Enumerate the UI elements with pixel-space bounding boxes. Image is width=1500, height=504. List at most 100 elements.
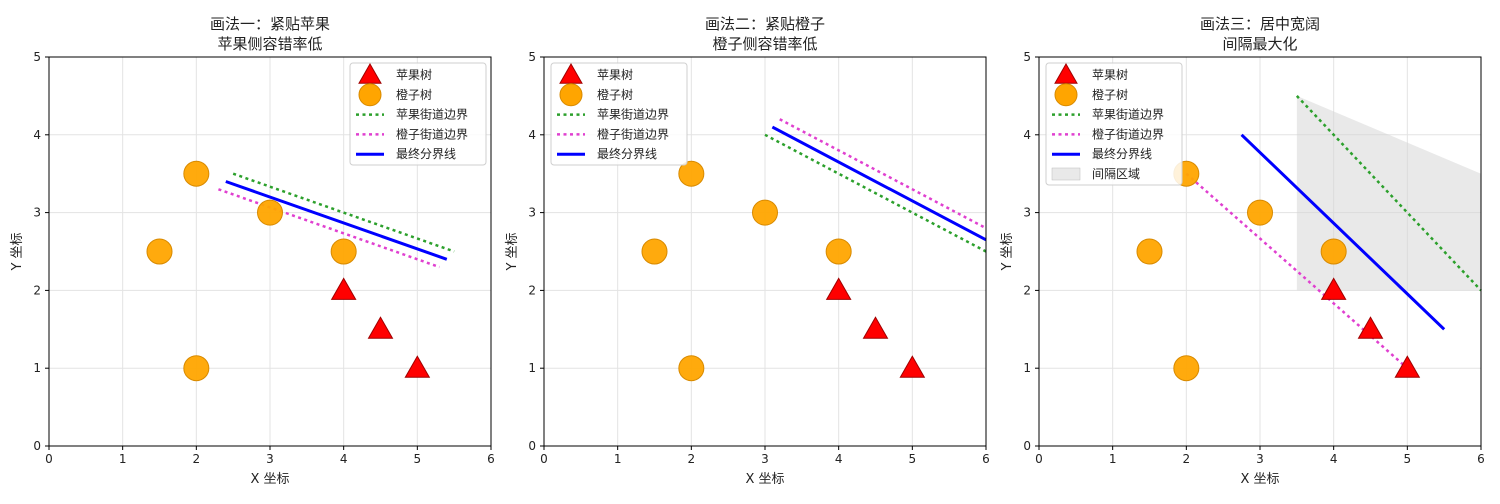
orange-tree-marker: [825, 238, 852, 265]
y-tick-label: 1: [528, 361, 536, 375]
apple-tree-marker: [1357, 316, 1384, 339]
legend-label: 苹果街道边界: [396, 108, 468, 122]
y-tick-label: 4: [33, 128, 41, 142]
apple-tree-marker: [1394, 355, 1421, 378]
y-tick-label: 3: [33, 206, 41, 220]
y-tick-label: 2: [528, 283, 536, 297]
y-tick-label: 2: [1023, 283, 1031, 297]
y-tick-label: 4: [528, 128, 536, 142]
orange-tree-marker: [330, 238, 357, 265]
apple-tree-marker: [825, 277, 852, 300]
boundary-line-3: [218, 188, 440, 269]
x-tick-label: 3: [761, 452, 769, 466]
y-tick-label: 0: [1023, 439, 1031, 453]
x-tick-label: 5: [414, 452, 422, 466]
x-tick-label: 6: [982, 452, 990, 466]
x-axis-label: X 坐标: [745, 472, 784, 487]
legend-orange-swatch: [559, 83, 583, 107]
y-tick-label: 1: [1023, 361, 1031, 375]
boundary-line-2: [232, 172, 455, 253]
legend-label: 最终分界线: [396, 146, 456, 161]
chart-subtitle: 苹果侧容错率低: [217, 35, 322, 53]
orange-tree-marker: [752, 199, 778, 226]
x-tick-label: 1: [1109, 452, 1117, 466]
decision-line: [1240, 133, 1446, 331]
chart-panel-1: 0 1 2 3 4 5 6 0 1 2 3 4 5 X 坐标 Y 坐标 画法一：紧贴苹果苹果侧容错率低苹果树橙…: [10, 15, 495, 487]
y-tick-label: 3: [528, 206, 536, 220]
legend-label: 苹果树: [396, 67, 432, 82]
apple-tree-marker: [1320, 277, 1347, 300]
legend-label: 间隔区域: [1092, 167, 1140, 181]
x-tick-label: 2: [1183, 452, 1191, 466]
x-axis-label: X 坐标: [250, 472, 289, 487]
orange-tree-marker: [678, 355, 705, 382]
orange-tree-marker: [1136, 238, 1163, 265]
apple-tree-marker: [862, 316, 889, 339]
x-tick-label: 4: [835, 452, 843, 466]
orange-tree-marker: [641, 238, 668, 265]
y-axis-label: Y 坐标: [10, 232, 25, 271]
legend-label: 橙子树: [597, 87, 633, 102]
legend-area-swatch: [1051, 167, 1081, 181]
x-tick-label: 6: [1477, 452, 1485, 466]
x-tick-label: 1: [614, 452, 622, 466]
orange-tree-marker: [183, 355, 210, 382]
x-tick-label: 0: [540, 452, 548, 466]
apple-tree-marker: [899, 355, 926, 378]
x-tick-label: 0: [1035, 452, 1043, 466]
legend-apple-swatch: [1054, 62, 1078, 84]
y-tick-label: 0: [33, 439, 41, 453]
x-tick-label: 6: [487, 452, 495, 466]
chart-title: 画法三：居中宽阔: [1200, 15, 1320, 33]
series-group: [1136, 95, 1482, 382]
y-tick-label: 5: [33, 50, 41, 64]
decision-line: [771, 125, 987, 242]
orange-tree-marker: [1173, 355, 1200, 382]
boundary-line-2: [764, 133, 987, 253]
chart-panel-2: 0 1 2 3 4 5 6 0 1 2 3 4 5 X 坐标 Y 坐标 画法二：紧贴橙子橙子侧容错率低苹果树橙…: [505, 15, 990, 487]
legend-orange-swatch: [358, 83, 382, 107]
x-axis-label: X 坐标: [1240, 472, 1279, 487]
legend-box: [550, 62, 688, 166]
orange-tree-marker: [146, 238, 173, 265]
legend-label: 苹果街道边界: [1092, 108, 1164, 122]
chart-title: 画法一：紧贴苹果: [210, 15, 330, 33]
chart-subtitle: 橙子侧容错率低: [712, 35, 817, 53]
y-tick-label: 0: [528, 439, 536, 453]
x-tick-label: 4: [340, 452, 348, 466]
legend-label: 苹果树: [597, 67, 633, 82]
x-tick-label: 5: [1404, 452, 1412, 466]
x-tick-label: 5: [909, 452, 917, 466]
chart-subtitle: 间隔最大化: [1222, 35, 1297, 53]
orange-tree-marker: [257, 199, 283, 226]
legend-label: 橙子街道边界: [597, 126, 669, 141]
apple-tree-marker: [404, 355, 431, 378]
apple-tree-marker: [330, 277, 357, 300]
legend-label: 橙子树: [396, 87, 432, 102]
orange-tree-marker: [1320, 238, 1347, 265]
x-tick-label: 3: [266, 452, 274, 466]
x-tick-label: 4: [1330, 452, 1338, 466]
y-tick-label: 4: [1023, 128, 1031, 142]
y-tick-label: 1: [33, 361, 41, 375]
decision-line: [225, 180, 448, 261]
orange-tree-marker: [678, 160, 705, 187]
legend-label: 橙子街道边界: [1092, 126, 1164, 141]
x-tick-label: 3: [1256, 452, 1264, 466]
legend-apple-swatch: [358, 62, 382, 84]
y-axis-label: Y 坐标: [1000, 232, 1015, 271]
y-tick-label: 5: [528, 50, 536, 64]
x-tick-label: 1: [119, 452, 127, 466]
y-tick-label: 3: [1023, 206, 1031, 220]
apple-tree-marker: [367, 316, 394, 339]
boundary-line-2: [1295, 95, 1482, 292]
y-axis-label: Y 坐标: [505, 232, 520, 271]
y-tick-label: 2: [33, 283, 41, 297]
series-group: [641, 118, 987, 382]
legend-orange-swatch: [1054, 83, 1078, 107]
legend-label: 橙子街道边界: [396, 126, 468, 141]
